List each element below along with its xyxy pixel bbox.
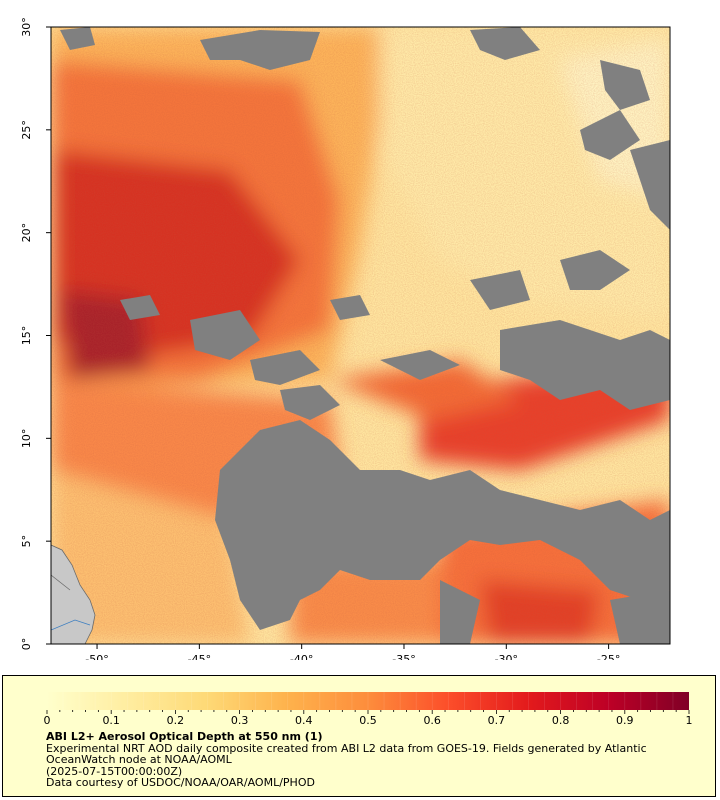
x-tick-label: -40° (290, 653, 313, 660)
description-line-1: Experimental NRT AOD daily composite cre… (46, 742, 647, 755)
colorbar-tick-label: 0.9 (616, 714, 634, 726)
latitude-axis: 30° 25° 20° 15° 10° 5° 0° (20, 17, 51, 650)
y-tick-label: 20° (20, 223, 33, 243)
map-title: ABI L2+ Aerosol Optical Depth at 550 nm … (46, 730, 323, 743)
description-line-2: OceanWatch node at NOAA/AOML (46, 753, 232, 766)
colorbar-gradient (47, 692, 689, 710)
y-tick-label: 25° (20, 120, 33, 140)
land-south-america (51, 544, 96, 644)
longitude-axis: -50° -45° -40° -35° -30° -25° (85, 644, 620, 660)
colorbar-tick-label: 0.7 (488, 714, 506, 726)
y-tick-label: 30° (20, 17, 33, 37)
y-tick-label: 0° (20, 638, 33, 651)
data-credit: Data courtesy of USDOC/NOAA/OAR/AOML/PHO… (46, 776, 315, 789)
colorbar-tick-label: 0.6 (423, 714, 441, 726)
colorbar: 0 0.1 0.2 0.3 0.4 0.5 0.6 0.7 0.8 0.9 1 (44, 692, 693, 726)
x-tick-label: -45° (188, 653, 211, 660)
x-tick-label: -35° (392, 653, 415, 660)
aod-map: -50° -45° -40° -35° -30° -25° 30° 25° 20° 15° 10°… (20, 17, 671, 660)
colorbar-tick-label: 1 (686, 714, 693, 726)
aod-field (51, 27, 670, 644)
x-tick-label: -25° (597, 653, 620, 660)
y-tick-label: 5° (20, 535, 33, 548)
colorbar-tick-label: 0.3 (231, 714, 249, 726)
colorbar-tick-label: 0.8 (552, 714, 570, 726)
timestamp: (2025-07-15T00:00:00Z) (46, 765, 183, 778)
legend-panel: 0 0.1 0.2 0.3 0.4 0.5 0.6 0.7 0.8 0.9 1 (2, 675, 716, 797)
colorbar-tick-label: 0 (44, 714, 51, 726)
colorbar-tick-label: 0.4 (295, 714, 313, 726)
colorbar-tick-label: 0.5 (359, 714, 377, 726)
x-tick-label: -30° (495, 653, 518, 660)
x-tick-label: -50° (85, 653, 108, 660)
y-tick-label: 15° (20, 326, 33, 346)
no-data-regions (60, 27, 670, 644)
colorbar-tick-label: 0.2 (167, 714, 185, 726)
colorbar-tick-label: 0.1 (102, 714, 120, 726)
y-tick-label: 10° (20, 429, 33, 449)
